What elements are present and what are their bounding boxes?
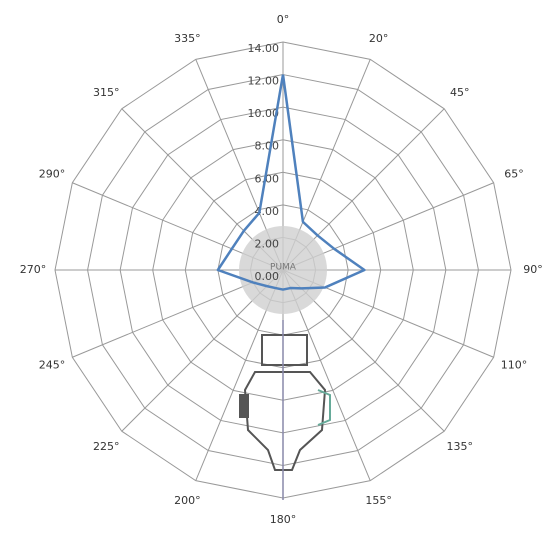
category-label: 180° xyxy=(270,513,297,526)
category-label: 90° xyxy=(523,263,543,276)
r-tick-label: 2.00 xyxy=(255,237,280,250)
category-label: 45° xyxy=(450,86,470,99)
r-tick-label: 0.00 xyxy=(255,270,280,283)
category-label: 315° xyxy=(93,86,120,99)
category-label: 110° xyxy=(501,359,528,372)
r-tick-label: 10.00 xyxy=(248,107,280,120)
category-label: 245° xyxy=(39,359,66,372)
category-label: 290° xyxy=(39,167,66,180)
category-label: 20° xyxy=(369,32,389,45)
category-label: 335° xyxy=(174,32,201,45)
category-label: 225° xyxy=(93,440,120,453)
category-label: 65° xyxy=(504,167,524,180)
category-label: 155° xyxy=(365,494,392,507)
r-tick-label: 12.00 xyxy=(248,75,280,88)
r-tick-label: 6.00 xyxy=(255,172,280,185)
category-label: 0° xyxy=(277,13,290,26)
category-label: 200° xyxy=(174,494,201,507)
category-label: 135° xyxy=(447,440,474,453)
r-tick-label: 8.00 xyxy=(255,140,280,153)
pump-drawing xyxy=(239,320,331,500)
series-line xyxy=(216,74,366,291)
category-label: 270° xyxy=(20,263,47,276)
center-label: PUMA xyxy=(270,263,297,273)
center-disc xyxy=(239,226,327,314)
r-tick-label: 14.00 xyxy=(248,42,280,55)
